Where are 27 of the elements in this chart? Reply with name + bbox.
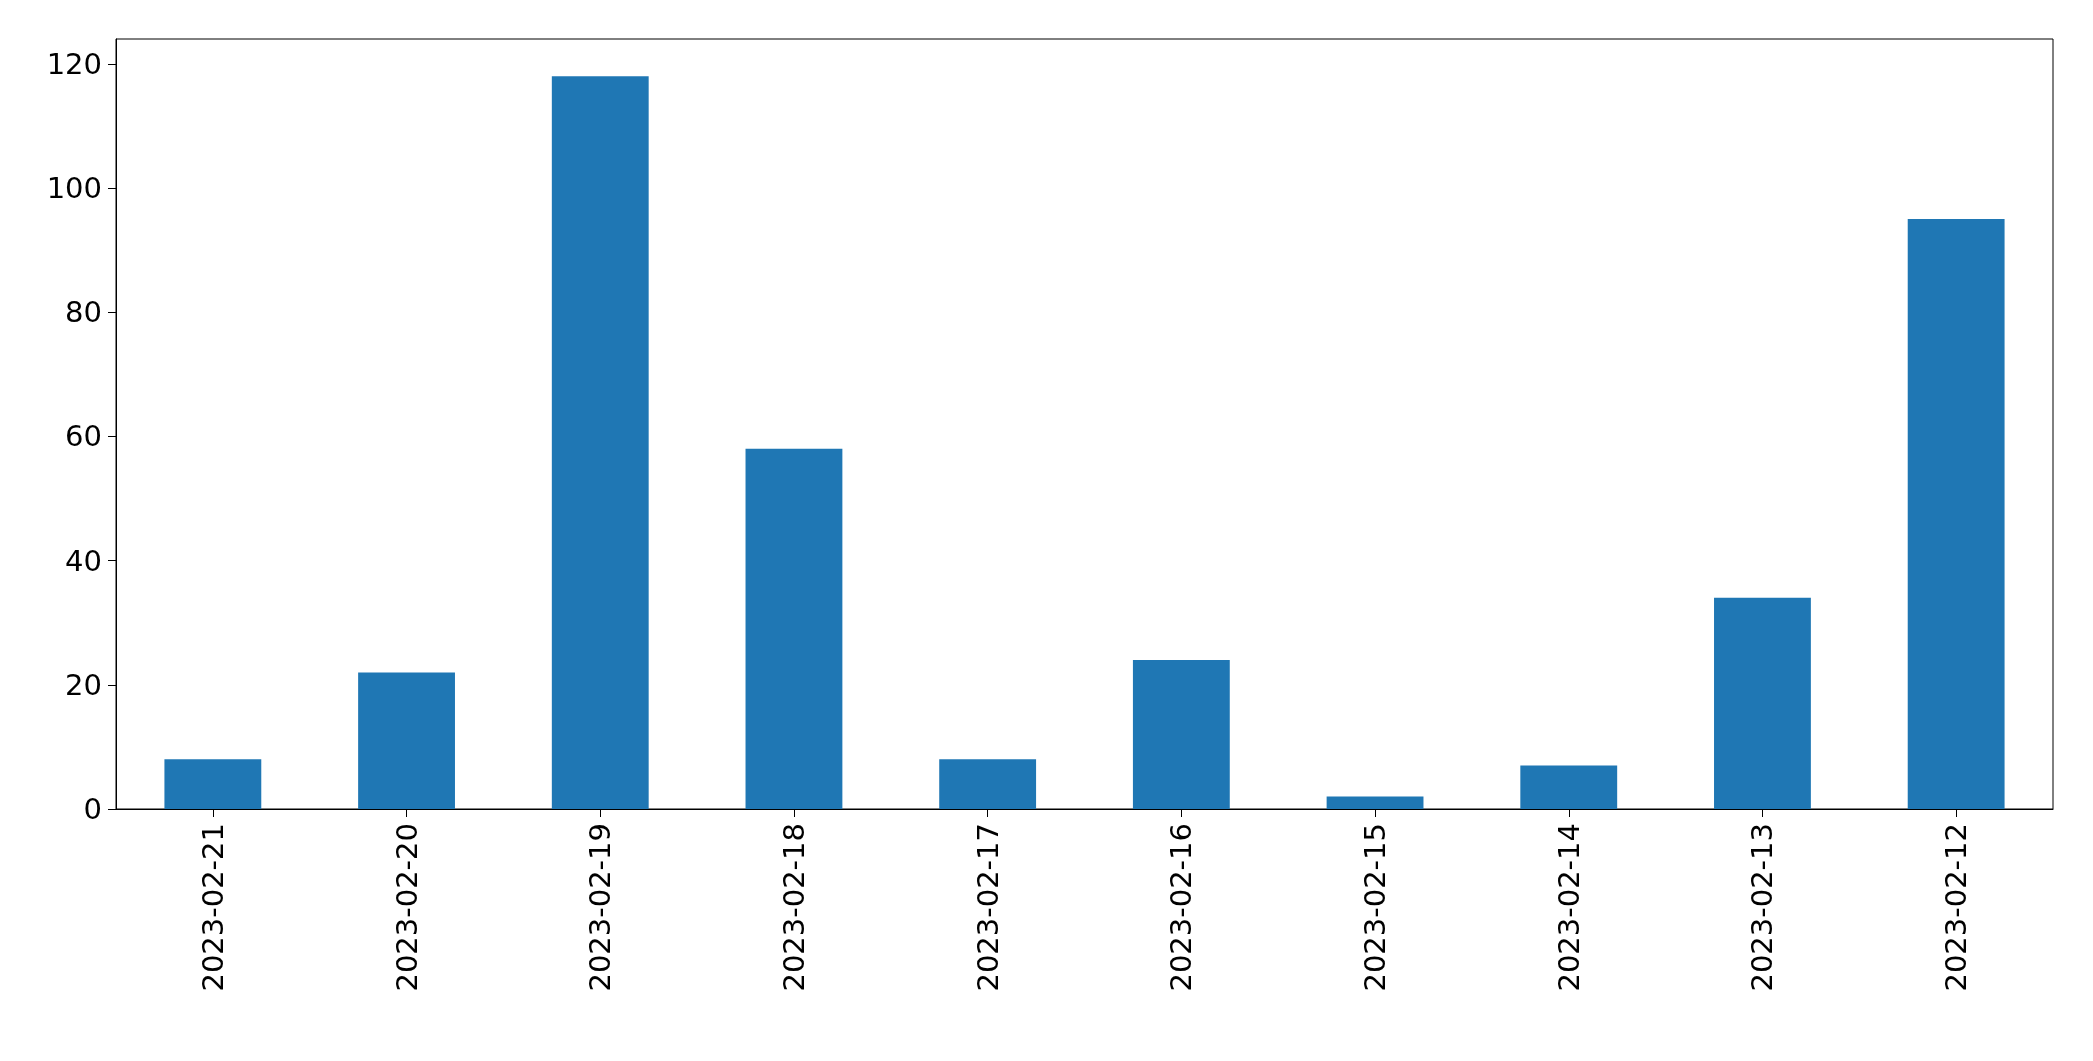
- y-tick-label: 120: [46, 46, 102, 81]
- y-tick-label: 40: [65, 543, 102, 578]
- bar: [1714, 597, 1811, 809]
- bar: [745, 448, 843, 809]
- y-tick-label: 60: [65, 419, 102, 454]
- y-tick-label: 0: [83, 792, 102, 826]
- x-tick-label: 2023-02-16: [1164, 823, 1199, 992]
- y-tick-label: 100: [46, 171, 102, 206]
- x-tick-label: 2023-02-15: [1358, 823, 1393, 992]
- bar: [939, 759, 1037, 809]
- x-tick-label: 2023-02-21: [195, 823, 230, 992]
- bar: [164, 759, 262, 809]
- y-tick-label: 20: [65, 667, 102, 702]
- x-tick-label: 2023-02-18: [776, 823, 811, 992]
- x-tick-label: 2023-02-19: [583, 823, 618, 992]
- bar: [1132, 659, 1230, 809]
- bar: [551, 76, 649, 809]
- x-tick-label: 2023-02-17: [970, 823, 1005, 992]
- bar: [1326, 796, 1424, 809]
- x-tick-label: 2023-02-13: [1745, 823, 1780, 992]
- bar: [1520, 765, 1618, 809]
- x-tick-label: 2023-02-12: [1939, 823, 1974, 992]
- bar: [1907, 219, 2005, 809]
- bar: [358, 672, 455, 809]
- y-tick-label: 80: [65, 295, 102, 330]
- x-tick-label: 2023-02-14: [1551, 823, 1586, 992]
- x-tick-label: 2023-02-20: [389, 823, 424, 992]
